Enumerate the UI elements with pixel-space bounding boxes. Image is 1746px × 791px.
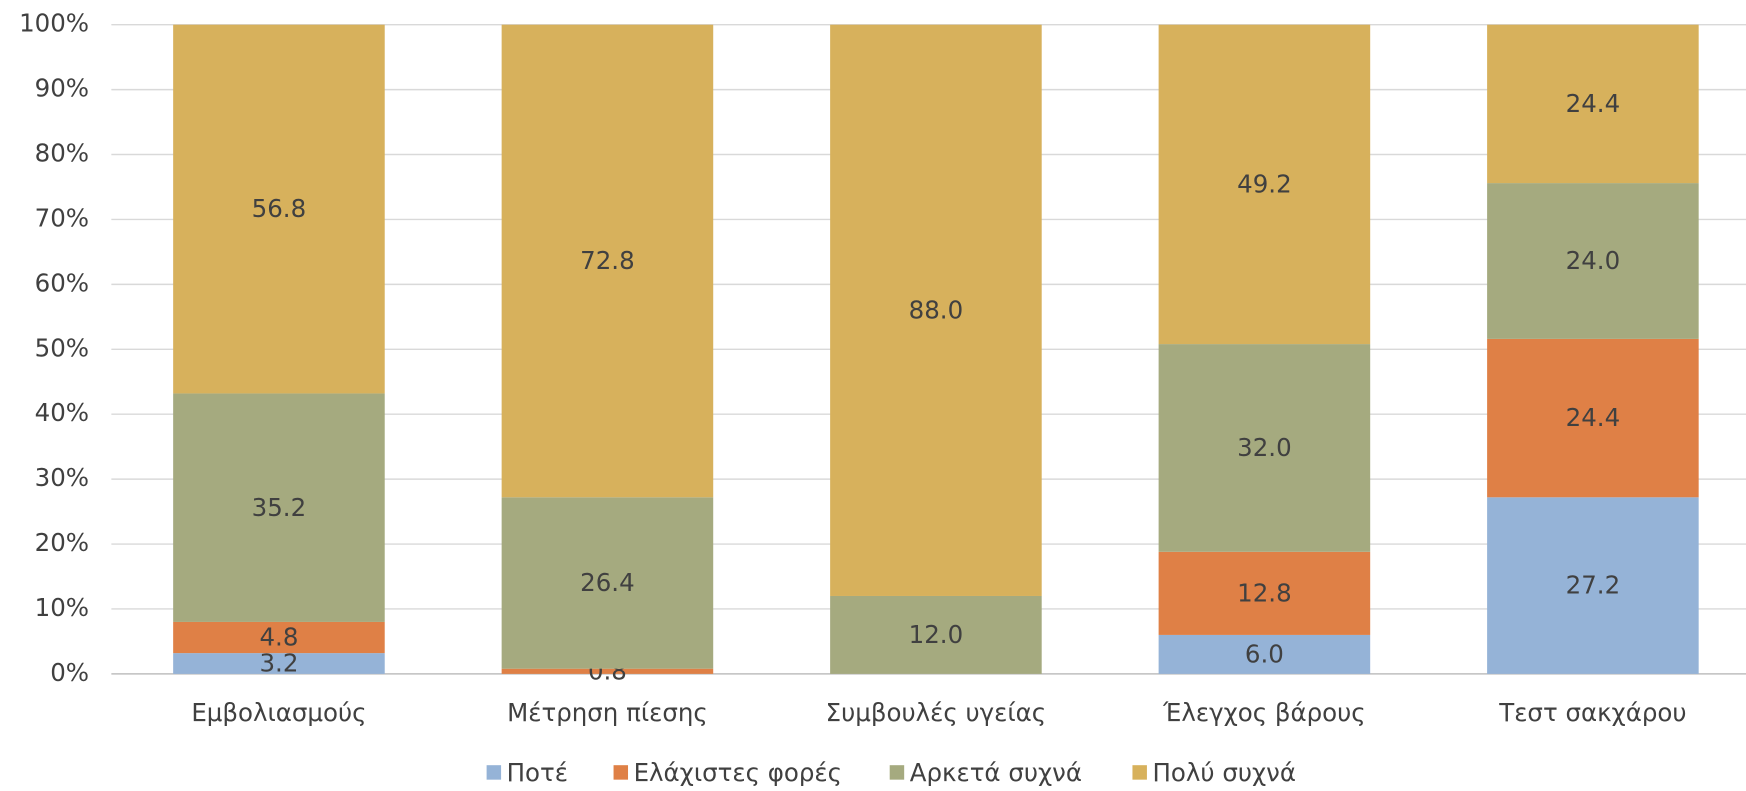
bar-segment <box>830 24 1042 596</box>
legend-swatch <box>613 765 629 780</box>
y-tick-label: 0% <box>50 658 89 687</box>
bar-segment <box>501 668 714 674</box>
x-tick-label: Μέτρηση πίεσης <box>507 698 708 727</box>
data-label: 72.8 <box>580 246 635 275</box>
data-label: 24.4 <box>1566 89 1621 118</box>
y-tick-label: 60% <box>35 268 89 297</box>
data-label: 26.4 <box>580 568 635 597</box>
data-label: 24.0 <box>1566 246 1621 275</box>
bar-segment <box>1487 24 1699 184</box>
data-label: 49.2 <box>1237 170 1292 199</box>
legend-swatch <box>486 765 502 780</box>
data-label: 3.2 <box>259 649 298 678</box>
legend-swatch <box>889 765 905 780</box>
data-label: 27.2 <box>1566 571 1621 600</box>
y-tick-label: 10% <box>35 593 89 622</box>
bar-segment <box>173 393 385 622</box>
legend-label: Ελάχιστες φορές <box>634 758 842 787</box>
y-tick-label: 80% <box>35 139 89 168</box>
data-label: 32.0 <box>1237 433 1292 462</box>
bar-segment <box>173 621 385 654</box>
y-tick-label: 50% <box>35 333 89 362</box>
data-label: 6.0 <box>1245 640 1284 669</box>
data-label: 24.4 <box>1566 403 1621 432</box>
x-tick-label: Συμβουλές υγείας <box>826 698 1047 727</box>
legend-label: Ποτέ <box>507 758 568 787</box>
bar-segment <box>1487 183 1699 339</box>
legend-swatch <box>1132 765 1147 780</box>
data-label: 12.8 <box>1237 578 1292 607</box>
data-label: 12.0 <box>909 620 964 649</box>
data-label: 35.2 <box>252 493 307 522</box>
y-tick-label: 100% <box>19 9 89 38</box>
bar-segment <box>1158 24 1371 345</box>
bar-segment <box>1487 338 1699 498</box>
bar-segment <box>830 595 1042 674</box>
y-tick-label: 40% <box>35 398 89 427</box>
legend-label: Πολύ συχνά <box>1152 758 1295 787</box>
bar-segment <box>1158 344 1371 552</box>
y-tick-label: 90% <box>35 74 89 103</box>
legend-label: Αρκετά συχνά <box>910 758 1082 787</box>
y-tick-label: 70% <box>35 203 89 232</box>
x-tick-label: Τεστ σακχάρου <box>1498 698 1686 727</box>
data-label: 88.0 <box>909 295 964 324</box>
x-tick-label: Εμβολιασμούς <box>191 698 366 727</box>
data-label: 56.8 <box>252 194 307 223</box>
bar-segment <box>173 24 385 394</box>
data-label: 4.8 <box>259 623 298 652</box>
bar-segment <box>501 24 714 498</box>
x-tick-label: Έλεγχος βάρους <box>1162 698 1366 727</box>
bar-segment <box>1487 497 1699 674</box>
y-tick-label: 20% <box>35 528 89 557</box>
bar-segment <box>173 653 385 674</box>
y-tick-label: 30% <box>35 463 89 492</box>
bar-segment <box>501 497 714 669</box>
bar-segment <box>1158 551 1371 635</box>
bar-segment <box>1158 634 1371 674</box>
